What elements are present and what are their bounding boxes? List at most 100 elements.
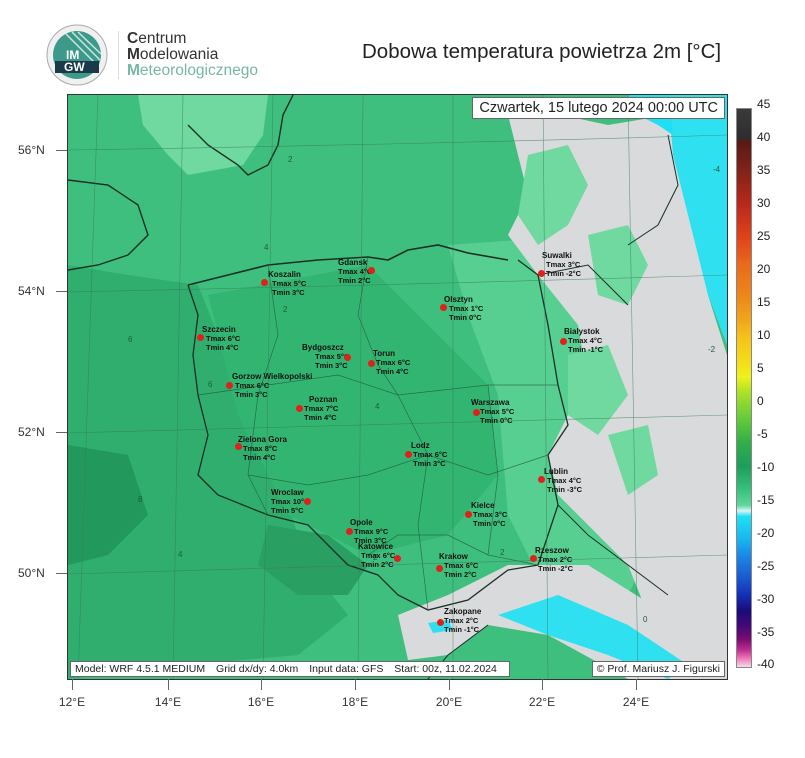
contour-label: 6 [208, 380, 213, 389]
city-marker-icon [197, 334, 204, 341]
lon-tick [636, 679, 637, 690]
colorbar-label: -35 [757, 625, 775, 639]
city-marker-icon [261, 279, 268, 286]
author-credit: © Prof. Mariusz J. Figurski [591, 661, 725, 677]
city-gdansk[interactable]: Gdansk Tmax 4°C Tmin 2°C [338, 258, 375, 285]
contour-label: 2 [288, 155, 293, 164]
city-marker-icon [560, 338, 567, 345]
colorbar-label: 15 [757, 295, 771, 309]
city-marker-icon [465, 511, 472, 518]
lon-tick [355, 679, 356, 690]
lon-label-16: 16°E [247, 695, 275, 709]
city-zielona-gora[interactable]: Zielona Gora Tmax 8°C Tmin 4°C [234, 435, 287, 462]
lat-label-56: 56°N [18, 143, 45, 157]
city-marker-icon [346, 528, 353, 535]
city-marker-icon [437, 619, 444, 626]
colorbar-label: -10 [757, 460, 775, 474]
city-bydgoszcz[interactable]: Bydgoszcz Tmax 5°C Tmin 3°C [302, 343, 351, 370]
city-rzeszow[interactable]: Rzeszow Tmax 2°C Tmin -2°C [530, 546, 573, 573]
lon-label-22: 22°E [528, 695, 556, 709]
colorbar-label: -40 [757, 657, 775, 671]
input-data: Input data: GFS [309, 663, 384, 675]
model-name: Model: WRF 4.5.1 MEDIUM [75, 663, 206, 675]
city-poznan[interactable]: Poznan Tmax 7°C Tmin 4°C [296, 395, 338, 422]
contour-label: 4 [375, 402, 380, 411]
city-torun[interactable]: Torun Tmax 6°C Tmin 4°C [368, 349, 410, 376]
lon-label-24: 24°E [622, 695, 650, 709]
city-marker-icon [530, 555, 537, 562]
city-gorzow-wielkopolski[interactable]: Gorzow Wielkopolski Tmax 6°C Tmin 3°C [226, 372, 312, 399]
map-shading [68, 95, 727, 679]
contour-label: 6 [128, 335, 133, 344]
lon-label-18: 18°E [341, 695, 369, 709]
city-wroclaw[interactable]: Wroclaw Tmax 10°C Tmin 5°C [271, 488, 311, 515]
city-marker-icon [226, 382, 233, 389]
lat-tick [56, 150, 67, 151]
colorbar-label: -30 [757, 592, 775, 606]
lon-label-20: 20°E [435, 695, 463, 709]
city-marker-icon [436, 565, 443, 572]
colorbar-label: 35 [757, 163, 771, 177]
temperature-map[interactable]: 2 4 6 2 4 2 0 0 -2 -4 6 8 4 2 Koszalin T… [67, 94, 728, 680]
lon-tick [72, 679, 73, 690]
lat-label-50: 50°N [18, 566, 45, 580]
contour-label: 8 [138, 495, 143, 504]
colorbar-label: -15 [757, 493, 775, 507]
lon-label-14: 14°E [154, 695, 182, 709]
city-marker-icon [344, 354, 351, 361]
colorbar-label: 10 [757, 328, 771, 342]
imgw-logo: IM GW [46, 24, 108, 86]
colorbar-label: -25 [757, 559, 775, 573]
city-lodz[interactable]: Lodz Tmax 6°C Tmin 3°C [405, 441, 447, 468]
city-marker-icon [538, 270, 545, 277]
model-info: Model: WRF 4.5.1 MEDIUM Grid dx/dy: 4.0k… [70, 661, 510, 677]
city-marker-icon [405, 451, 412, 458]
colorbar-label: 40 [757, 130, 771, 144]
city-marker-icon [368, 267, 375, 274]
svg-text:IM: IM [66, 48, 79, 62]
city-zakopane[interactable]: Zakopane Tmax 2°C Tmin -1°C [437, 607, 481, 634]
organization-name: Centrum Modelowania Meteorologicznego [118, 31, 258, 79]
lat-label-54: 54°N [18, 284, 45, 298]
colorbar-label: 0 [757, 394, 764, 408]
city-szczecin[interactable]: Szczecin Tmax 6°C Tmin 4°C [197, 325, 240, 352]
colorbar-label: 45 [757, 97, 771, 111]
contour-label: -4 [713, 165, 721, 174]
contour-label: 0 [643, 615, 648, 624]
grid-resolution: Grid dx/dy: 4.0km [216, 663, 299, 675]
city-opole[interactable]: Opole Tmax 9°C Tmin 3°C [346, 518, 388, 545]
colorbar-label: 5 [757, 361, 764, 375]
colorbar-label: 20 [757, 262, 771, 276]
city-marker-icon [296, 405, 303, 412]
lat-tick [56, 291, 67, 292]
map-title: Dobowa temperatura powietrza 2m [°C] [362, 40, 722, 63]
lat-tick [56, 432, 67, 433]
city-koszalin[interactable]: Koszalin Tmax 5°C Tmin 3°C [261, 270, 306, 297]
forecast-datetime: Czwartek, 15 lutego 2024 00:00 UTC [472, 97, 725, 119]
lon-tick [168, 679, 169, 690]
colorbar-label: -5 [757, 427, 768, 441]
city-marker-icon [473, 409, 480, 416]
contour-label: 4 [264, 243, 269, 252]
lat-tick [56, 573, 67, 574]
city-suwalki[interactable]: Suwalki Tmax 3°C Tmin -2°C [538, 251, 581, 278]
city-marker-icon [235, 443, 242, 450]
city-lublin[interactable]: Lublin Tmax 4°C Tmin -3°C [538, 467, 582, 494]
colorbar-label: 25 [757, 229, 771, 243]
city-katowice[interactable]: Katowice Tmax 6°C Tmin 2°C [358, 542, 401, 569]
contour-label: 2 [500, 548, 505, 557]
city-olsztyn[interactable]: Olsztyn Tmax 1°C Tmin 0°C [438, 295, 483, 322]
lon-tick [542, 679, 543, 690]
contour-label: 2 [283, 305, 288, 314]
colorbar-label: 30 [757, 196, 771, 210]
contour-label: 4 [178, 550, 183, 559]
svg-text:GW: GW [64, 60, 85, 74]
start-time: Start: 00z, 11.02.2024 [394, 663, 497, 675]
city-bialystok[interactable]: Bialystok Tmax 4°C Tmin -1°C [558, 327, 603, 354]
city-krakow[interactable]: Krakow Tmax 6°C Tmin 2°C [436, 552, 478, 579]
lon-label-12: 12°E [58, 695, 86, 709]
city-warszawa[interactable]: Warszawa Tmax 5°C Tmin 0°C [471, 398, 515, 425]
contour-label: 2 [373, 553, 378, 562]
city-kielce[interactable]: Kielce Tmax 3°C Tmin 0°C [465, 501, 507, 528]
colorbar-label: -20 [757, 526, 775, 540]
